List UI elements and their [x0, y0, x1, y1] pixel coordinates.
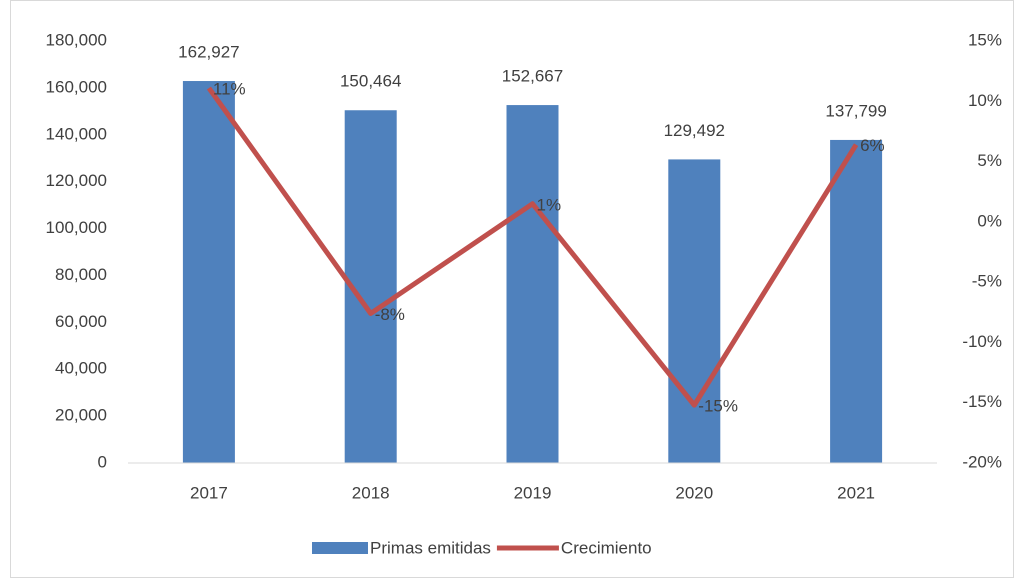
line-value-label: 6% — [860, 136, 885, 155]
line-value-label: 1% — [537, 195, 562, 214]
bar — [182, 81, 235, 463]
y-tick-label: 120,000 — [46, 171, 107, 190]
y2-tick-label: 0% — [977, 211, 1002, 230]
y2-tick-label: 10% — [968, 91, 1002, 110]
y-tick-label: 40,000 — [55, 359, 107, 378]
y-tick-label: 100,000 — [46, 218, 107, 237]
y2-tick-label: -15% — [962, 392, 1002, 411]
y-tick-label: 20,000 — [55, 406, 107, 425]
y-tick-label: 0 — [98, 452, 107, 471]
bar-value-label: 152,667 — [502, 67, 563, 86]
y-tick-label: 160,000 — [46, 77, 107, 96]
bar-value-label: 129,492 — [664, 121, 725, 140]
legend-label: Primas emitidas — [370, 538, 491, 557]
bar-value-label: 137,799 — [825, 101, 886, 120]
legend-label: Crecimiento — [561, 538, 652, 557]
x-tick-label: 2020 — [675, 483, 713, 502]
y2-tick-label: 15% — [968, 30, 1002, 49]
y-tick-label: 140,000 — [46, 124, 107, 143]
bar — [830, 139, 883, 463]
bar-value-label: 162,927 — [178, 43, 239, 62]
y-tick-label: 60,000 — [55, 312, 107, 331]
y2-tick-label: -20% — [962, 452, 1002, 471]
bar — [506, 105, 559, 464]
y2-tick-label: 5% — [977, 151, 1002, 170]
line-value-label: -15% — [698, 397, 738, 416]
line-value-label: -8% — [375, 305, 405, 324]
y2-tick-label: -5% — [972, 272, 1002, 291]
line — [206, 86, 859, 408]
x-tick-label: 2018 — [352, 483, 390, 502]
y-tick-label: 180,000 — [46, 30, 107, 49]
y2-tick-label: -10% — [962, 332, 1002, 351]
x-tick-label: 2019 — [514, 483, 552, 502]
x-tick-label: 2017 — [190, 483, 228, 502]
line-value-label: 11% — [213, 80, 246, 99]
y-tick-label: 80,000 — [55, 265, 107, 284]
bar-value-label: 150,464 — [340, 72, 401, 91]
x-tick-label: 2021 — [837, 483, 875, 502]
bar — [668, 159, 721, 463]
legend-swatch — [312, 542, 368, 554]
